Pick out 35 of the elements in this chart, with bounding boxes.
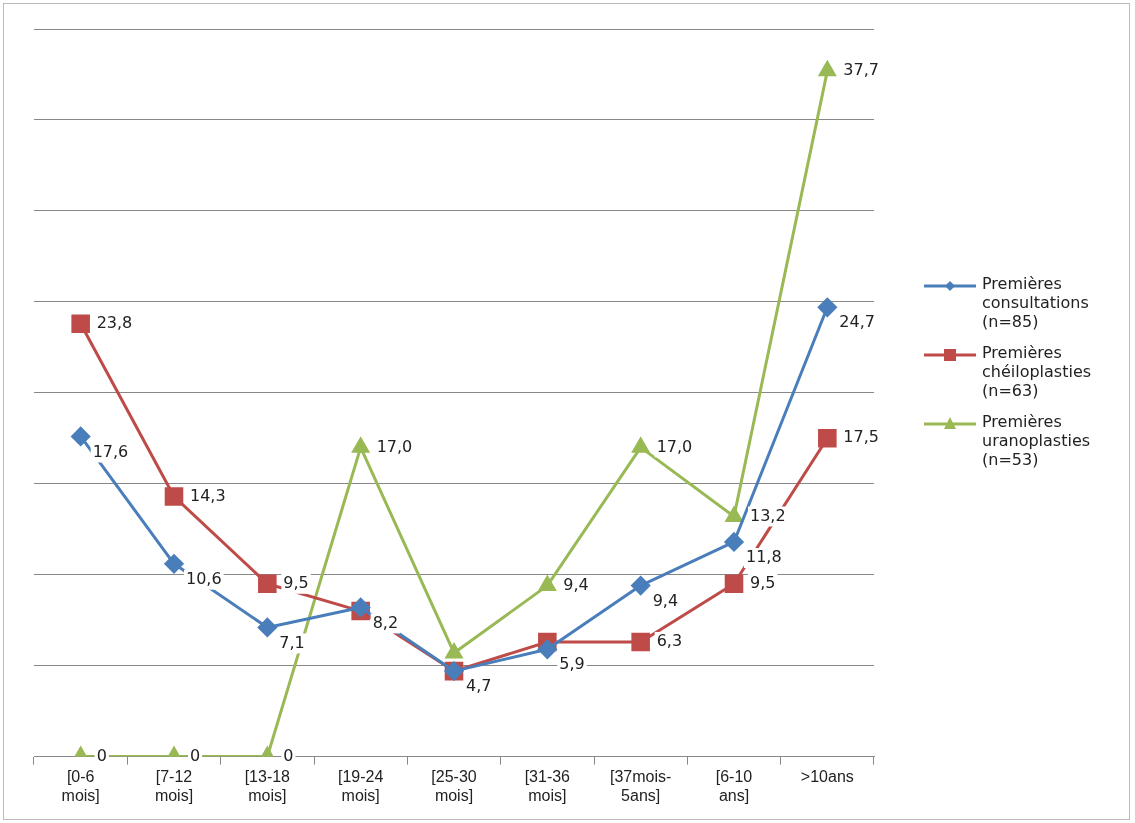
x-tick-label: [31-36 mois]	[524, 767, 571, 804]
x-tick-label: [19-24 mois]	[337, 767, 384, 804]
data-label: 17,0	[656, 436, 693, 456]
data-label: 9,5	[283, 572, 309, 592]
data-label: 17,0	[376, 436, 413, 456]
legend-label: Premières chéiloplasties (n=63)	[982, 343, 1093, 400]
x-tick-label: [7-12 mois]	[154, 767, 194, 804]
legend-label: Premières consultations (n=85)	[982, 274, 1090, 331]
data-label: 8,2	[372, 612, 399, 632]
data-label: 24,7	[839, 312, 875, 332]
data-label: 9,5	[750, 572, 776, 592]
data-label: 37,7	[843, 59, 879, 79]
data-label: 0	[190, 745, 201, 765]
x-tick-label: [13-18 mois]	[244, 767, 291, 804]
data-label: 6,3	[656, 631, 683, 651]
x-tick-label: [0-6 mois]	[61, 767, 100, 804]
data-label: 14,3	[190, 485, 226, 505]
data-label: 17,5	[843, 427, 879, 447]
data-label: 7,1	[279, 632, 305, 652]
data-label: 0	[96, 745, 107, 765]
data-label: 11,8	[746, 547, 782, 567]
data-label: 9,4	[652, 590, 679, 610]
x-tick-label: [37mois-5ans]	[609, 767, 672, 804]
data-label: 17,6	[92, 441, 129, 461]
x-tick-label: >10ans	[800, 767, 854, 785]
data-label: 13,2	[750, 505, 786, 525]
data-label: 4,7	[466, 676, 492, 696]
data-label: 0	[283, 745, 294, 765]
data-label: 23,8	[96, 312, 133, 332]
data-label: 5,9	[559, 654, 585, 674]
x-tick-label: [6-10 ans]	[715, 767, 753, 804]
data-label: 9,4	[563, 574, 589, 594]
data-label: 10,6	[186, 568, 222, 588]
legend-label: Premières uranoplasties (n=53)	[982, 412, 1092, 469]
x-tick-label: [25-30 mois]	[431, 767, 477, 804]
